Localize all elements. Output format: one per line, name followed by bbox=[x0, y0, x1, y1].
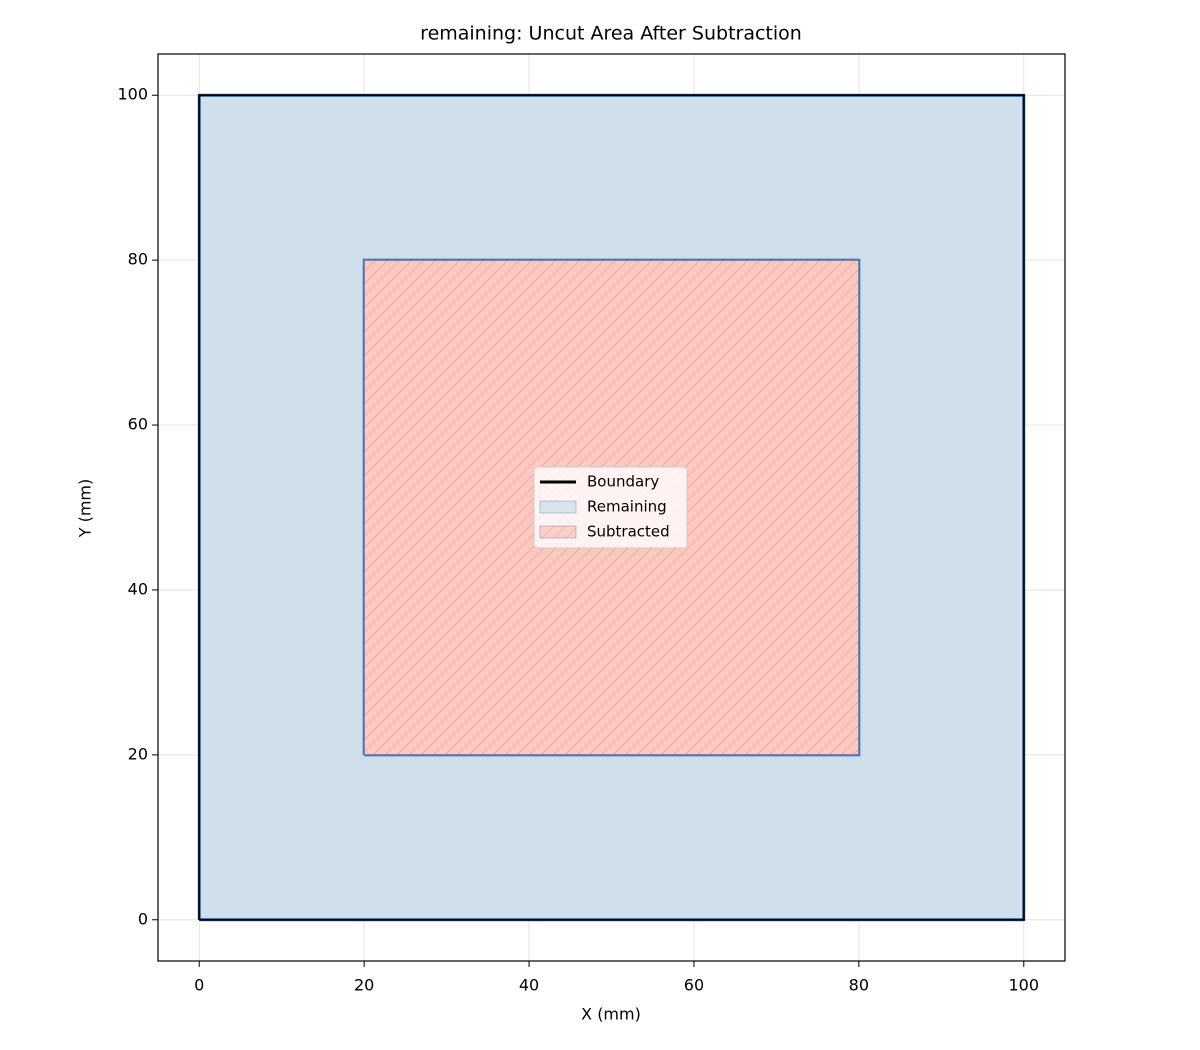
x-tick-label: 100 bbox=[1008, 976, 1039, 995]
x-axis-label: X (mm) bbox=[581, 1005, 641, 1024]
y-tick-label: 20 bbox=[128, 744, 148, 763]
y-tick-label: 100 bbox=[117, 85, 148, 104]
x-tick-label: 20 bbox=[354, 976, 374, 995]
legend-swatch bbox=[539, 525, 577, 539]
y-tick-label: 0 bbox=[138, 909, 148, 928]
legend-swatch bbox=[539, 500, 577, 514]
y-axis-label: Y (mm) bbox=[76, 479, 95, 539]
legend-label: Remaining bbox=[587, 498, 667, 516]
x-tick-label: 40 bbox=[519, 976, 539, 995]
legend-label: Boundary bbox=[587, 473, 659, 491]
x-tick-label: 60 bbox=[684, 976, 704, 995]
boundary-line bbox=[198, 94, 1025, 921]
y-tick-label: 40 bbox=[128, 579, 148, 598]
x-tick-label: 80 bbox=[849, 976, 869, 995]
plot-frame bbox=[157, 53, 1066, 962]
x-tick-label: 0 bbox=[194, 976, 204, 995]
legend-label: Subtracted bbox=[587, 523, 670, 541]
y-tick-label: 80 bbox=[128, 250, 148, 269]
chart-title: remaining: Uncut Area After Subtraction bbox=[420, 23, 802, 45]
y-tick-label: 60 bbox=[128, 415, 148, 434]
